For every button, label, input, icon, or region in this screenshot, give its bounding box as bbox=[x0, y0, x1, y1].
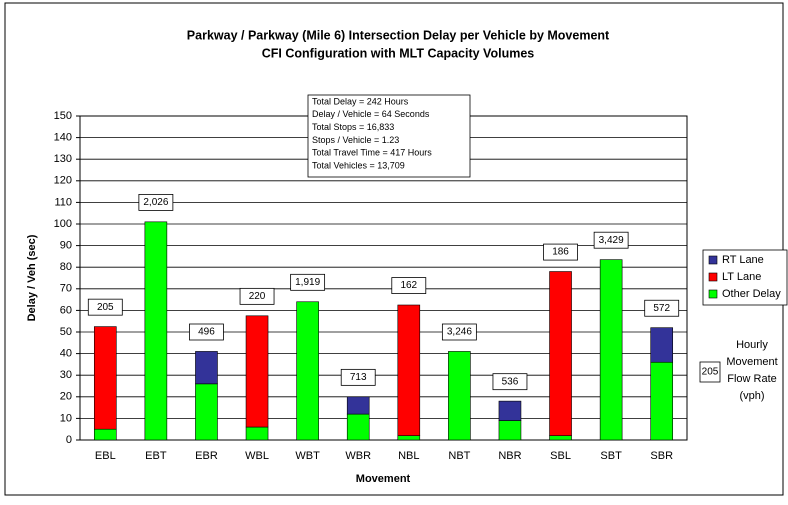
flow-rate-label: 1,919 bbox=[295, 277, 320, 288]
x-tick-label: EBT bbox=[145, 450, 167, 462]
bar-segment bbox=[549, 435, 572, 441]
y-tick-label: 60 bbox=[60, 304, 72, 316]
stats-line: Total Delay = 242 Hours bbox=[312, 96, 409, 106]
x-tick-label: EBR bbox=[195, 450, 218, 462]
flow-rate-box bbox=[593, 231, 629, 249]
flow-rate-label: 186 bbox=[552, 247, 569, 258]
note-line: (vph) bbox=[739, 390, 764, 402]
y-tick-label: 120 bbox=[54, 175, 72, 187]
bar-segment bbox=[346, 413, 370, 441]
x-tick-label: SBR bbox=[650, 450, 673, 462]
bar-segment bbox=[498, 400, 522, 421]
flow-rate-label: 3,246 bbox=[447, 327, 472, 338]
stats-line: Delay / Vehicle = 64 Seconds bbox=[312, 109, 430, 119]
y-tick-label: 0 bbox=[66, 434, 72, 446]
flow-rate-label: 496 bbox=[198, 327, 215, 338]
chart-title: Parkway / Parkway (Mile 6) Intersection … bbox=[187, 28, 610, 42]
x-tick-label: NBL bbox=[398, 450, 419, 462]
flow-rate-label: 2,026 bbox=[143, 197, 168, 208]
chart-subtitle: CFI Configuration with MLT Capacity Volu… bbox=[262, 46, 535, 60]
x-tick-label: SBL bbox=[550, 450, 571, 462]
stats-line: Stops / Vehicle = 1.23 bbox=[312, 135, 399, 145]
y-tick-label: 150 bbox=[54, 110, 72, 122]
flow-rate-box bbox=[340, 368, 376, 386]
flow-rate-box bbox=[644, 299, 680, 317]
bar-segment bbox=[498, 420, 522, 441]
x-axis-label: Movement bbox=[356, 473, 411, 485]
flow-rate-label: 536 bbox=[502, 376, 519, 387]
bar-segment bbox=[245, 315, 269, 428]
note-box bbox=[699, 361, 721, 383]
note-line: Flow Rate bbox=[727, 373, 777, 385]
x-tick-label: NBR bbox=[498, 450, 521, 462]
stats-box bbox=[307, 94, 471, 178]
note-line: Hourly bbox=[736, 339, 768, 351]
x-tick-label: WBR bbox=[345, 450, 371, 462]
note-sample: 205 bbox=[702, 367, 719, 378]
x-tick-label: NBT bbox=[448, 450, 470, 462]
flow-rate-box bbox=[87, 298, 123, 316]
stats-line: Total Travel Time = 417 Hours bbox=[312, 148, 432, 158]
flow-rate-box bbox=[138, 193, 174, 211]
y-tick-label: 110 bbox=[54, 196, 72, 208]
x-tick-label: EBL bbox=[95, 450, 116, 462]
x-tick-label: SBT bbox=[600, 450, 622, 462]
bar-segment bbox=[144, 221, 168, 441]
bar-segment bbox=[549, 271, 572, 436]
bar-segment bbox=[195, 351, 218, 385]
legend-swatch bbox=[708, 272, 718, 282]
legend-label: RT Lane bbox=[722, 254, 764, 266]
bar-segment bbox=[346, 396, 370, 415]
y-tick-label: 50 bbox=[60, 326, 72, 338]
bar-segment bbox=[195, 383, 218, 441]
flow-rate-box bbox=[290, 273, 326, 291]
bar-segment bbox=[448, 351, 471, 441]
bar-segment bbox=[93, 326, 117, 430]
y-tick-label: 30 bbox=[60, 369, 72, 381]
stats-line: Total Vehicles = 13,709 bbox=[312, 160, 405, 170]
bar-segment bbox=[397, 304, 421, 436]
bar-segment bbox=[599, 259, 623, 441]
legend-label: LT Lane bbox=[722, 271, 761, 283]
bar-segment bbox=[93, 428, 117, 441]
y-axis-label: Delay / Veh (sec) bbox=[26, 234, 38, 321]
x-tick-label: WBL bbox=[245, 450, 269, 462]
bar-segment bbox=[245, 426, 269, 441]
flow-rate-box bbox=[543, 243, 578, 261]
flow-rate-label: 205 bbox=[97, 302, 114, 313]
y-tick-label: 10 bbox=[60, 412, 72, 424]
y-tick-label: 100 bbox=[54, 218, 72, 230]
flow-rate-box bbox=[492, 373, 528, 391]
flow-rate-label: 713 bbox=[350, 372, 367, 383]
y-tick-label: 40 bbox=[60, 348, 72, 360]
y-tick-label: 80 bbox=[60, 261, 72, 273]
note-line: Movement bbox=[726, 356, 777, 368]
y-tick-label: 20 bbox=[60, 391, 72, 403]
y-tick-label: 140 bbox=[54, 132, 72, 144]
flow-rate-box bbox=[189, 323, 224, 341]
flow-rate-label: 3,429 bbox=[599, 235, 624, 246]
flow-rate-label: 220 bbox=[249, 291, 266, 302]
y-tick-label: 90 bbox=[60, 240, 72, 252]
flow-rate-label: 572 bbox=[653, 303, 670, 314]
legend-swatch bbox=[708, 289, 718, 299]
legend-swatch bbox=[708, 255, 718, 265]
y-tick-label: 130 bbox=[54, 153, 72, 165]
bar-segment bbox=[650, 327, 674, 363]
bar-segment bbox=[296, 301, 319, 441]
stats-line: Total Stops = 16,833 bbox=[312, 122, 394, 132]
flow-rate-box bbox=[391, 277, 427, 294]
y-tick-label: 70 bbox=[60, 283, 72, 295]
legend-label: Other Delay bbox=[722, 288, 781, 300]
bar-segment bbox=[650, 361, 674, 441]
flow-rate-box bbox=[441, 323, 477, 341]
bar-segment bbox=[397, 435, 421, 441]
flow-rate-box bbox=[239, 287, 275, 305]
x-tick-label: WBT bbox=[295, 450, 320, 462]
flow-rate-label: 162 bbox=[400, 280, 417, 291]
